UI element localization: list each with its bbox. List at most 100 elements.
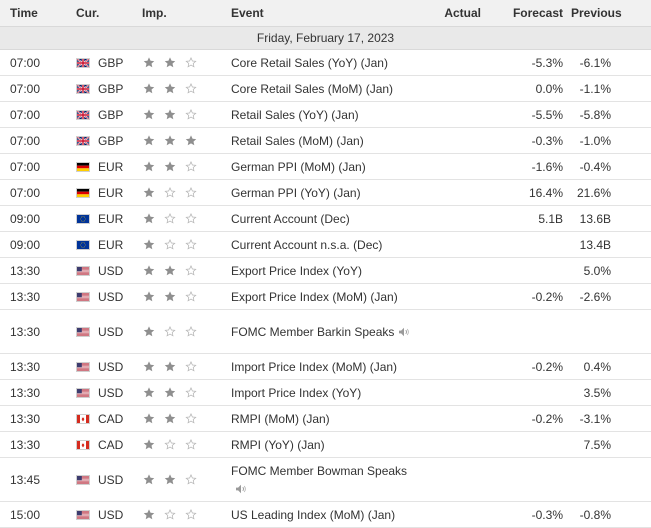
column-header-event[interactable]: Event <box>225 0 421 27</box>
table-row[interactable]: 13:30 CAD RMPI (YoY) (Jan) 7.5% <box>0 431 651 458</box>
column-header-importance[interactable]: Imp. <box>136 0 225 27</box>
event-name[interactable]: FOMC Member Barkin Speaks <box>225 309 421 354</box>
event-name[interactable]: German PPI (YoY) (Jan) <box>225 179 421 206</box>
event-link[interactable]: Export Price Index (YoY) <box>231 263 362 278</box>
table-row[interactable]: 07:00 EUR German PPI (MoM) (Jan) -1.6% -0.4% <box>0 153 651 180</box>
table-row[interactable]: 13:30 USD FOMC Member Barkin Speaks <box>0 309 651 354</box>
event-actual <box>421 49 495 76</box>
event-link[interactable]: Current Account n.s.a. (Dec) <box>231 237 383 252</box>
event-time: 13:45 <box>0 457 70 502</box>
event-forecast: -5.3% <box>495 49 571 76</box>
currency-code: GBP <box>98 55 124 70</box>
event-name[interactable]: RMPI (MoM) (Jan) <box>225 405 421 432</box>
table-row[interactable]: 07:00 GBP Core Retail Sales (YoY) (Jan) -5.… <box>0 49 651 76</box>
event-time: 13:30 <box>0 431 70 458</box>
star-filled-icon <box>142 134 156 147</box>
star-filled-icon <box>163 56 177 69</box>
us-flag-icon <box>76 361 90 372</box>
table-row[interactable]: 09:00 EUR Current Account (Dec) 5.1B 13.6B <box>0 205 651 232</box>
star-filled-icon <box>163 290 177 303</box>
event-name[interactable]: Import Price Index (YoY) <box>225 379 421 406</box>
event-name[interactable]: Core Retail Sales (MoM) (Jan) <box>225 75 421 102</box>
event-time: 15:00 <box>0 501 70 528</box>
event-link[interactable]: Current Account (Dec) <box>231 211 350 226</box>
currency-code: GBP <box>98 107 124 122</box>
column-header-actual[interactable]: Actual <box>421 0 495 27</box>
star-filled-icon <box>163 108 177 121</box>
column-header-time[interactable]: Time <box>0 0 70 27</box>
column-header-currency[interactable]: Cur. <box>70 0 136 27</box>
event-link[interactable]: RMPI (MoM) (Jan) <box>231 411 330 426</box>
event-link[interactable]: RMPI (YoY) (Jan) <box>231 437 325 452</box>
event-currency: USD <box>70 379 136 406</box>
event-currency: EUR <box>70 179 136 206</box>
event-link[interactable]: Import Price Index (MoM) (Jan) <box>231 359 398 374</box>
event-name[interactable]: Current Account (Dec) <box>225 205 421 232</box>
event-link[interactable]: US Leading Index (MoM) (Jan) <box>231 507 396 522</box>
column-header-previous[interactable]: Previous <box>571 0 651 27</box>
currency-code: EUR <box>98 237 124 252</box>
event-forecast <box>495 379 571 406</box>
event-name[interactable]: Retail Sales (MoM) (Jan) <box>225 127 421 154</box>
event-name[interactable]: Export Price Index (YoY) <box>225 257 421 284</box>
event-link[interactable]: Core Retail Sales (MoM) (Jan) <box>231 81 394 96</box>
star-filled-icon <box>142 508 156 521</box>
event-link[interactable]: Core Retail Sales (YoY) (Jan) <box>231 55 388 70</box>
star-filled-icon <box>142 108 156 121</box>
table-row[interactable]: 07:00 EUR German PPI (YoY) (Jan) 16.4% 21.6% <box>0 179 651 206</box>
table-row[interactable]: 15:00 USD US Leading Index (MoM) (Jan) -0.3… <box>0 501 651 528</box>
event-importance <box>136 101 225 128</box>
event-link[interactable]: German PPI (MoM) (Jan) <box>231 159 366 174</box>
star-empty-icon <box>184 212 198 225</box>
star-empty-icon <box>184 186 198 199</box>
star-filled-icon <box>142 56 156 69</box>
table-row[interactable]: 09:00 EUR Current Account n.s.a. (Dec) 13.4… <box>0 231 651 258</box>
table-row[interactable]: 13:30 USD Import Price Index (MoM) (Jan) -0… <box>0 353 651 380</box>
canada-flag-icon <box>76 439 90 450</box>
event-currency: EUR <box>70 205 136 232</box>
event-name[interactable]: Export Price Index (MoM) (Jan) <box>225 283 421 310</box>
event-importance <box>136 49 225 76</box>
event-actual <box>421 353 495 380</box>
event-name[interactable]: Core Retail Sales (YoY) (Jan) <box>225 49 421 76</box>
uk-flag-icon <box>76 83 90 94</box>
us-flag-icon <box>76 265 90 276</box>
event-link[interactable]: FOMC Member Bowman Speaks <box>231 463 408 478</box>
uk-flag-icon <box>76 109 90 120</box>
event-name[interactable]: Current Account n.s.a. (Dec) <box>225 231 421 258</box>
event-forecast: -0.3% <box>495 501 571 528</box>
event-name[interactable]: Retail Sales (YoY) (Jan) <box>225 101 421 128</box>
column-header-forecast[interactable]: Forecast <box>495 0 571 27</box>
event-link[interactable]: Retail Sales (YoY) (Jan) <box>231 107 359 122</box>
event-link[interactable]: FOMC Member Barkin Speaks <box>231 324 395 339</box>
table-row[interactable]: 07:00 GBP Core Retail Sales (MoM) (Jan) 0.0… <box>0 75 651 102</box>
event-previous: -0.4% <box>571 153 651 180</box>
table-row[interactable]: 13:45 USD FOMC Member Bowman Speaks <box>0 457 651 502</box>
canada-flag-icon <box>76 413 90 424</box>
star-empty-icon <box>163 238 177 251</box>
event-name[interactable]: Import Price Index (MoM) (Jan) <box>225 353 421 380</box>
star-empty-icon <box>184 438 198 451</box>
event-name[interactable]: FOMC Member Bowman Speaks <box>225 457 421 502</box>
table-row[interactable]: 07:00 GBP Retail Sales (MoM) (Jan) -0.3% -1.… <box>0 127 651 154</box>
star-filled-icon <box>142 386 156 399</box>
table-row[interactable]: 07:00 GBP Retail Sales (YoY) (Jan) -5.5% -5.… <box>0 101 651 128</box>
star-filled-icon <box>142 360 156 373</box>
event-link[interactable]: Retail Sales (MoM) (Jan) <box>231 133 364 148</box>
event-link[interactable]: Import Price Index (YoY) <box>231 385 362 400</box>
event-currency: CAD <box>70 431 136 458</box>
event-name[interactable]: US Leading Index (MoM) (Jan) <box>225 501 421 528</box>
event-name[interactable]: RMPI (YoY) (Jan) <box>225 431 421 458</box>
event-name[interactable]: German PPI (MoM) (Jan) <box>225 153 421 180</box>
table-row[interactable]: 13:30 CAD RMPI (MoM) (Jan) -0.2% -3.1% <box>0 405 651 432</box>
event-link[interactable]: Export Price Index (MoM) (Jan) <box>231 289 398 304</box>
event-forecast: -0.3% <box>495 127 571 154</box>
event-currency: GBP <box>70 101 136 128</box>
table-row[interactable]: 13:30 USD Export Price Index (MoM) (Jan) -0… <box>0 283 651 310</box>
event-time: 07:00 <box>0 49 70 76</box>
table-row[interactable]: 13:30 USD Import Price Index (YoY) 3.5% <box>0 379 651 406</box>
event-actual <box>421 153 495 180</box>
event-link[interactable]: German PPI (YoY) (Jan) <box>231 185 361 200</box>
table-row[interactable]: 13:30 USD Export Price Index (YoY) 5.0% <box>0 257 651 284</box>
